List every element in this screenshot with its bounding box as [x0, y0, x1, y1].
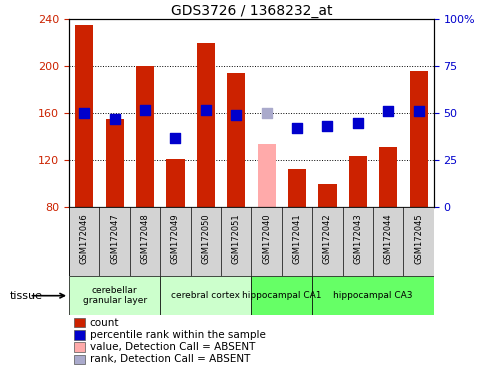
Text: cerebellar
granular layer: cerebellar granular layer — [82, 286, 147, 305]
Bar — [106, 119, 124, 207]
Point — [141, 106, 149, 113]
Bar — [227, 73, 246, 207]
Bar — [312, 276, 434, 315]
Bar — [410, 71, 428, 207]
Text: count: count — [90, 318, 119, 328]
Text: GSM172042: GSM172042 — [323, 213, 332, 263]
Bar — [251, 276, 312, 315]
Text: hippocampal CA3: hippocampal CA3 — [333, 291, 413, 300]
Bar — [257, 144, 276, 207]
Text: GSM172044: GSM172044 — [384, 213, 393, 263]
Text: value, Detection Call = ABSENT: value, Detection Call = ABSENT — [90, 342, 255, 352]
Bar — [349, 156, 367, 207]
Text: GSM172047: GSM172047 — [110, 213, 119, 264]
Bar — [288, 169, 306, 207]
Text: GSM172046: GSM172046 — [80, 213, 89, 264]
Text: GSM172048: GSM172048 — [141, 213, 149, 264]
Point — [172, 135, 179, 141]
Point — [80, 110, 88, 116]
Bar — [75, 25, 93, 207]
Point — [202, 106, 210, 113]
Point — [323, 123, 331, 129]
Text: GSM172045: GSM172045 — [414, 213, 423, 263]
Bar — [166, 159, 184, 207]
Point — [232, 112, 240, 118]
Bar — [160, 276, 251, 315]
Point — [110, 116, 119, 122]
Point — [263, 110, 271, 116]
Title: GDS3726 / 1368232_at: GDS3726 / 1368232_at — [171, 4, 332, 18]
Bar — [197, 43, 215, 207]
Point — [384, 108, 392, 114]
Point — [293, 125, 301, 131]
Text: hippocampal CA1: hippocampal CA1 — [242, 291, 321, 300]
Text: GSM172041: GSM172041 — [292, 213, 302, 263]
Text: percentile rank within the sample: percentile rank within the sample — [90, 330, 266, 340]
Text: rank, Detection Call = ABSENT: rank, Detection Call = ABSENT — [90, 354, 250, 364]
Text: GSM172050: GSM172050 — [201, 213, 211, 263]
Text: tissue: tissue — [10, 291, 43, 301]
Text: cerebral cortex: cerebral cortex — [172, 291, 240, 300]
Text: GSM172040: GSM172040 — [262, 213, 271, 263]
Bar — [69, 276, 160, 315]
Point — [415, 108, 423, 114]
Text: GSM172043: GSM172043 — [353, 213, 362, 264]
Bar — [318, 184, 337, 207]
Text: GSM172051: GSM172051 — [232, 213, 241, 263]
Point — [354, 120, 362, 126]
Text: GSM172049: GSM172049 — [171, 213, 180, 263]
Bar — [379, 147, 397, 207]
Bar — [136, 66, 154, 207]
